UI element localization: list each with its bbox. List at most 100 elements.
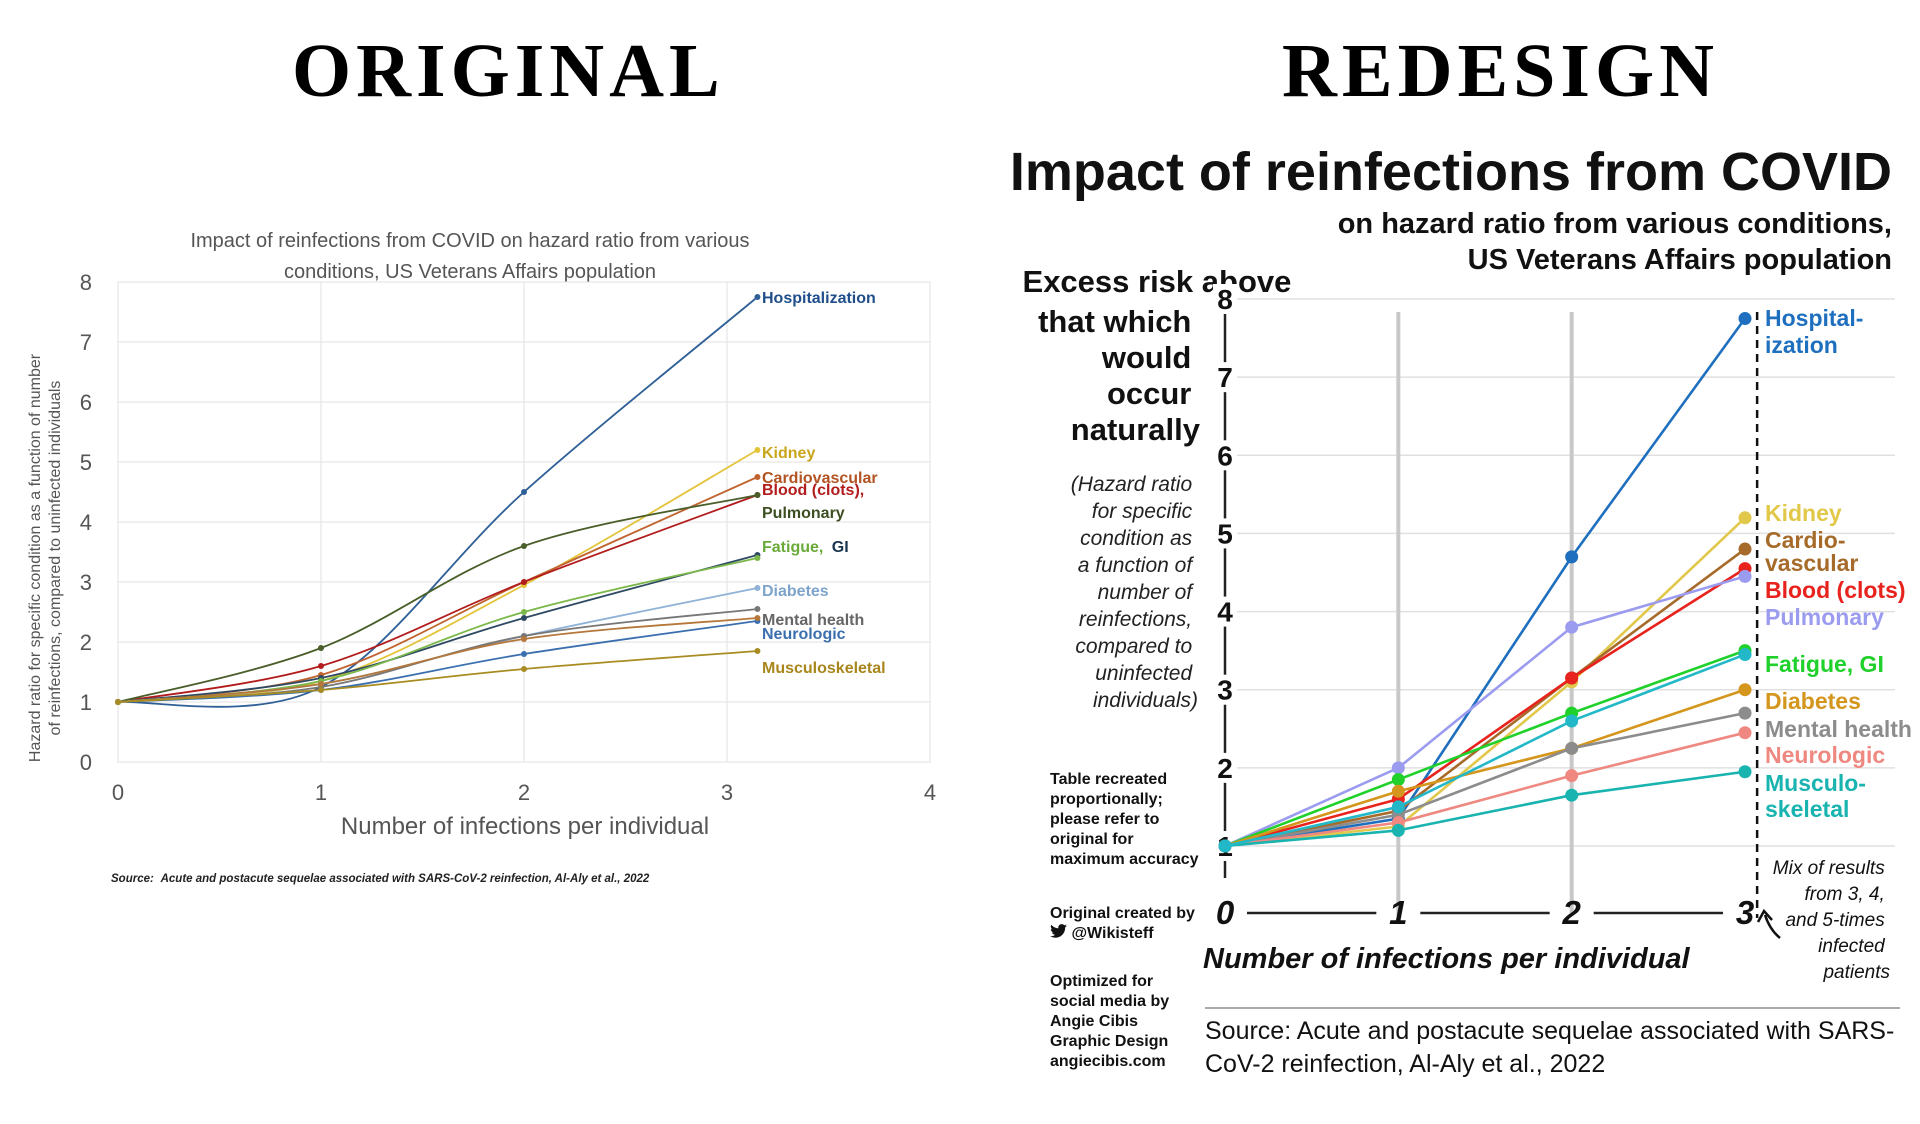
hazard-line: condition as <box>1080 527 1193 550</box>
excess-line: that which <box>1038 304 1191 339</box>
original-label-fatigue-gi: Fatigue, GI <box>762 539 849 556</box>
original-point-pulmonary <box>521 543 527 549</box>
redesign-x-tick-label: 2 <box>1561 894 1581 931</box>
original-point-diabetes <box>754 585 761 591</box>
original-series-label-diabetes: Diabetes <box>762 583 829 600</box>
original-y-tick-label: 7 <box>80 330 92 355</box>
redesign-series-label-pulmonary: Pulmonary <box>1765 604 1884 630</box>
redesign-mix-note: Mix of results from 3, 4, and 5-times in… <box>1773 858 1891 983</box>
redesign-series-label-musculoskeletal: Musculo-skeletal <box>1765 770 1866 822</box>
original-x-tick-label: 2 <box>518 780 530 805</box>
redesign-point-kidney <box>1738 511 1752 525</box>
redesign-series-label-line: Mental health <box>1765 716 1912 742</box>
original-series-label-hospitalization: Hospitalization <box>762 290 876 307</box>
redesign-point-musculoskeletal <box>1565 788 1579 802</box>
redesign-series-line-fatigue-gi <box>1224 649 1746 848</box>
excess-line: occur <box>1107 376 1191 411</box>
mix-line: from 3, 4, <box>1804 884 1884 905</box>
redesign-point-mental-health <box>1565 741 1579 755</box>
redesign-point-series-11 <box>1738 648 1752 662</box>
original-series-label-kidney: Kidney <box>762 445 815 462</box>
redesign-x-tick-label: 1 <box>1389 894 1407 931</box>
redesign-series-label-line: Pulmonary <box>1765 604 1884 630</box>
hazard-line: reinfections, <box>1079 608 1192 631</box>
redesign-series-label-diabetes: Diabetes <box>1765 688 1861 714</box>
redesign-y-tick-label: 3 <box>1217 675 1233 706</box>
original-y-tick-label: 2 <box>80 630 92 655</box>
original-series-line-hospitalization <box>117 296 759 708</box>
redesign-y-tick-bg <box>1213 674 1237 705</box>
original-point-fatigue-gi <box>521 615 527 621</box>
redesign-series-label-fatigue-gi: Fatigue, GI <box>1765 651 1884 677</box>
mix-note-arrow <box>1763 914 1781 939</box>
mix-line: infected <box>1818 936 1886 957</box>
original-series-line-pulmonary <box>117 494 758 703</box>
redesign-series-label-neurologic: Neurologic <box>1765 742 1885 768</box>
redesign-series-label-hospitalization: Hospital-ization <box>1765 305 1863 358</box>
twitter-bird-icon <box>1050 924 1067 944</box>
redesign-series-label-line: Fatigue, GI <box>1765 651 1884 677</box>
redesign-point-pulmonary <box>1565 620 1579 634</box>
redesign-series-label-cardiovascular: Cardio-vascular <box>1765 527 1858 576</box>
redesign-point-neurologic <box>1738 726 1752 740</box>
redesign-point-musculoskeletal <box>1391 823 1405 837</box>
original-point-kidney <box>754 447 761 453</box>
redesign-point-musculoskeletal <box>1738 765 1752 779</box>
redesign-series-label-line: Cardio- <box>1765 527 1846 553</box>
redesign-series-label-line: skeletal <box>1765 796 1849 822</box>
original-point-gi <box>754 555 761 561</box>
original-series-line-cardiovascular <box>117 476 758 703</box>
redesign-excess-label: Excess risk above that which would occur… <box>1023 264 1300 447</box>
original-title-line1: Impact of reinfections from COVID on haz… <box>190 230 749 252</box>
mix-note-arrowhead <box>1756 908 1773 923</box>
original-point-brown <box>521 636 527 642</box>
redesign-point-series-11 <box>1218 839 1232 853</box>
original-point-gi <box>521 609 527 615</box>
redesign-y-tick-label: 8 <box>1217 284 1233 315</box>
original-point-pulmonary <box>754 492 761 498</box>
redesign-series-label-blood-clots: Blood (clots) <box>1765 577 1906 603</box>
original-xlabel: Number of infections per individual <box>341 813 709 840</box>
redesign-y-tick-label: 4 <box>1217 597 1233 628</box>
redesign-point-mental-health <box>1738 706 1752 720</box>
redesign-point-fatigue-gi <box>1391 773 1405 787</box>
redesign-point-series-11 <box>1565 714 1579 728</box>
original-series-label-neurologic: Neurologic <box>762 626 846 643</box>
original-series-label-musculoskeletal: Musculoskeletal <box>762 660 886 677</box>
redesign-series-line-mental-health <box>1224 711 1746 848</box>
original-y-tick-label: 6 <box>80 390 92 415</box>
redesign-series-line-neurologic <box>1224 731 1746 848</box>
original-label-blood: Blood (clots), <box>762 482 864 499</box>
original-point-blood-clots <box>521 579 527 585</box>
original-x-tick-label: 0 <box>112 780 124 805</box>
source-divider <box>1205 1007 1900 1009</box>
redesign-series-label-line: Diabetes <box>1765 688 1861 714</box>
redesign-point-series-11 <box>1391 800 1405 814</box>
redesign-series-line-musculoskeletal <box>1224 770 1746 848</box>
redesign-series-line-pulmonary <box>1224 575 1746 848</box>
redesign-y-tick-label: 7 <box>1217 362 1233 393</box>
original-point-neurologic <box>521 651 527 657</box>
redesign-y-tick-label: 6 <box>1217 440 1233 471</box>
original-label-blood-pulmonary: Blood (clots), Pulmonary <box>762 482 869 522</box>
original-point-musculoskeletal <box>521 666 527 672</box>
hazard-line: for specific <box>1092 500 1193 523</box>
redesign-hazard-note: (Hazard ratio for specific condition as … <box>1071 473 1198 712</box>
redesign-series-label-line: Kidney <box>1765 500 1842 526</box>
original-point-musculoskeletal <box>754 648 761 654</box>
original-y-tick-label: 1 <box>80 690 92 715</box>
redesign-point-diabetes <box>1738 683 1752 697</box>
redesign-point-neurologic <box>1565 769 1579 783</box>
redesign-source: Source: Acute and postacute sequelae ass… <box>1205 1017 1895 1078</box>
hazard-line: individuals) <box>1093 689 1198 712</box>
original-y-tick-label: 3 <box>80 570 92 595</box>
original-y-tick-label: 0 <box>80 750 92 775</box>
redesign-y-tick-bg <box>1213 362 1237 393</box>
redesign-point-hospitalization <box>1565 550 1579 564</box>
mix-line: patients <box>1822 962 1890 983</box>
redesign-point-hospitalization <box>1738 312 1752 326</box>
original-series-line-musculoskeletal <box>117 650 758 703</box>
redesign-y-tick-label: 2 <box>1217 753 1233 784</box>
original-title-line2: conditions, US Veterans Affairs populati… <box>284 261 656 283</box>
redesign-y-tick-label: 5 <box>1217 518 1233 549</box>
